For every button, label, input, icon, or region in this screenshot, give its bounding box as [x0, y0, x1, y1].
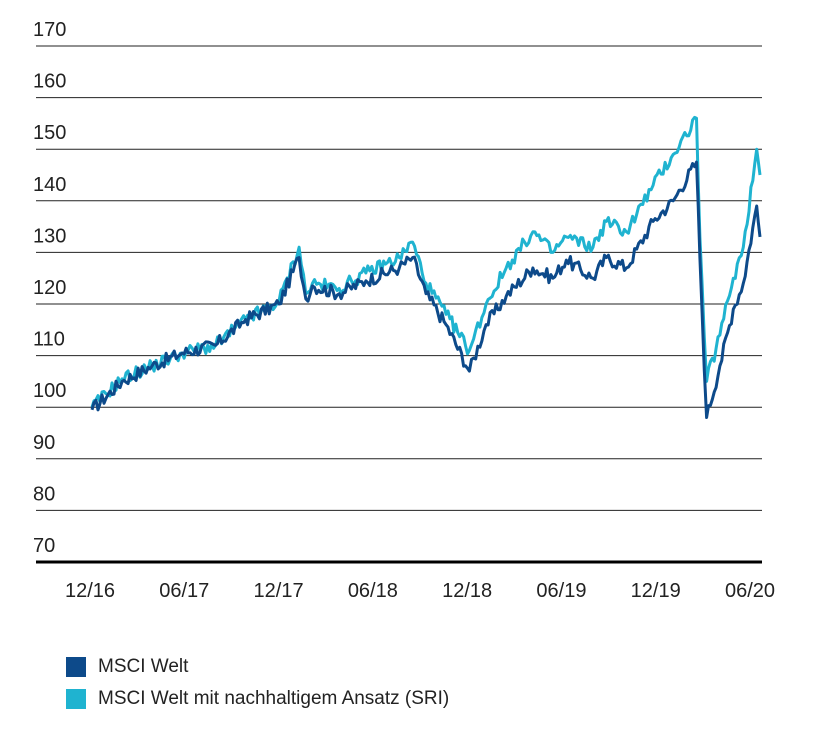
y-tick-label: 90: [33, 432, 55, 454]
x-tick-label: 06/20: [725, 580, 775, 602]
x-tick-label: 12/19: [631, 580, 681, 602]
series-line-msci-welt: [90, 160, 762, 419]
x-tick-label: 06/17: [159, 580, 209, 602]
legend-item-msci-welt-sri: MSCI Welt mit nachhaltigem Ansatz (SRI): [66, 683, 449, 715]
y-tick-label: 150: [33, 122, 66, 144]
legend-item-msci-welt: MSCI Welt: [66, 651, 449, 683]
legend-label-msci-welt: MSCI Welt: [98, 656, 189, 677]
series-group: [90, 115, 762, 419]
legend-swatch-msci-welt: [66, 657, 86, 677]
legend-swatch-msci-welt-sri: [66, 689, 86, 709]
y-axis-ticks: 70 80 90 100 110 120 130 140 150 160 170: [33, 19, 66, 557]
x-tick-label: 12/17: [254, 580, 304, 602]
x-tick-label: 12/18: [442, 580, 492, 602]
x-axis-ticks: 12/16 06/17 12/17 06/18 12/18 06/19 12/19 06/20: [65, 580, 775, 602]
grid-lines: [36, 45, 762, 511]
legend: MSCI Welt MSCI Welt mit nachhaltigem Ans…: [66, 651, 449, 715]
series-line-msci-welt-sri: [90, 115, 762, 408]
y-tick-label: 160: [33, 71, 66, 93]
y-tick-label: 120: [33, 277, 66, 299]
y-tick-label: 100: [33, 380, 66, 402]
x-tick-label: 06/18: [348, 580, 398, 602]
y-tick-label: 110: [33, 329, 65, 351]
legend-label-msci-welt-sri: MSCI Welt mit nachhaltigem Ansatz (SRI): [98, 688, 450, 709]
y-tick-label: 170: [33, 19, 66, 41]
y-tick-label: 130: [33, 225, 66, 247]
x-tick-label: 12/16: [65, 580, 115, 602]
y-tick-label: 80: [33, 483, 55, 505]
y-tick-label: 140: [33, 174, 66, 196]
y-tick-label: 70: [33, 535, 55, 557]
x-tick-label: 06/19: [536, 580, 586, 602]
